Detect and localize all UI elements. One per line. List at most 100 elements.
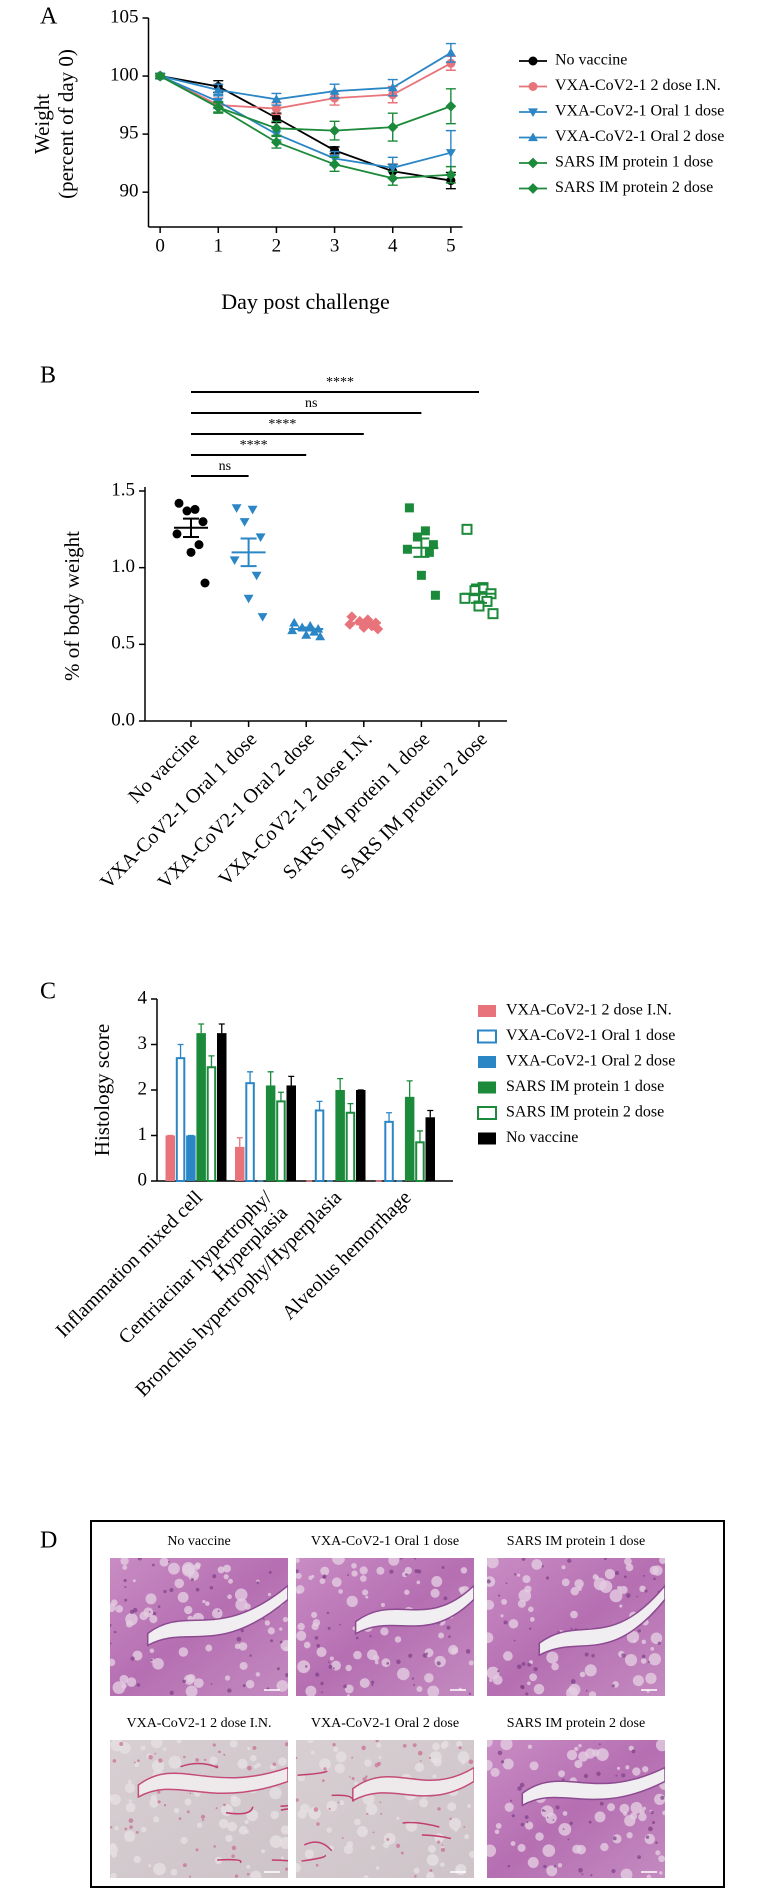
tissue-space: [629, 1812, 638, 1820]
tissue-space: [125, 1620, 133, 1628]
tissue-space: [562, 1811, 568, 1816]
tissue-space: [570, 1586, 579, 1596]
tissue-dot: [436, 1661, 441, 1666]
tissue-dot: [555, 1805, 560, 1810]
tissue-space: [641, 1639, 647, 1645]
airway: [538, 1584, 665, 1657]
point: [329, 125, 340, 137]
tissue-space: [535, 1832, 544, 1841]
legend-label: VXA-CoV2-1 2 dose I.N.: [555, 77, 721, 94]
tissue-space: [312, 1619, 321, 1627]
tissue-dot: [644, 1589, 648, 1593]
tissue-dot: [189, 1875, 192, 1878]
tissue-space: [279, 1627, 283, 1631]
tissue-dot: [468, 1759, 474, 1765]
point: [271, 122, 282, 134]
tissue-space: [490, 1767, 500, 1777]
tissue-dot: [341, 1837, 344, 1840]
histology-image: [487, 1558, 665, 1696]
tissue-dot: [169, 1588, 174, 1592]
tissue-space: [639, 1585, 646, 1593]
tissue-dot: [603, 1558, 607, 1560]
legend-label: VXA-CoV2-1 Oral 2 dose: [555, 128, 724, 145]
tissue-space: [404, 1589, 410, 1595]
tissue-dot: [362, 1777, 367, 1782]
tissue-dot: [621, 1773, 626, 1778]
tissue-dot: [621, 1653, 626, 1658]
bar: [356, 1090, 366, 1181]
y-tick-label: 0.5: [111, 633, 135, 654]
tissue-space: [326, 1800, 338, 1812]
tissue-dot: [372, 1831, 375, 1834]
tissue-dot: [386, 1662, 390, 1665]
tissue-dot: [408, 1653, 413, 1658]
tissue-space: [396, 1816, 400, 1820]
tissue-dot: [636, 1595, 639, 1598]
tissue-dot: [157, 1790, 161, 1794]
tissue-dot: [202, 1819, 205, 1822]
point: [198, 517, 208, 527]
tissue-space: [642, 1806, 646, 1811]
tissue-dot: [569, 1821, 573, 1825]
tissue-dot: [657, 1641, 661, 1645]
vessel: [271, 1859, 288, 1862]
tissue-dot: [242, 1684, 246, 1688]
tissue-dot: [137, 1558, 142, 1561]
tissue-space: [584, 1664, 597, 1677]
tissue-dot: [268, 1571, 272, 1574]
tissue-dot: [584, 1652, 589, 1657]
point: [301, 630, 312, 639]
tissue-space: [642, 1766, 649, 1773]
panel-label: B: [40, 363, 56, 389]
point: [459, 592, 471, 604]
tissue-dot: [110, 1623, 112, 1627]
tissue-dot: [521, 1558, 526, 1561]
tissue-space: [202, 1599, 206, 1604]
tissue-space: [426, 1871, 435, 1878]
y-tick-label: 105: [110, 6, 139, 27]
tissue-space: [331, 1660, 341, 1671]
point: [344, 619, 356, 630]
point: [416, 570, 426, 580]
tissue-dot: [322, 1576, 326, 1579]
tissue-space: [132, 1650, 143, 1661]
tissue-dot: [234, 1874, 239, 1878]
tissue-dot: [510, 1799, 513, 1802]
tissue-dot: [443, 1596, 448, 1601]
tissue-space: [383, 1832, 396, 1845]
histology-image: [296, 1740, 474, 1878]
tissue-dot: [215, 1807, 218, 1810]
airway: [521, 1766, 665, 1807]
tissue-space: [645, 1672, 657, 1685]
tissue-space: [599, 1580, 613, 1594]
tissue-space: [464, 1834, 470, 1840]
tissue-space: [307, 1740, 314, 1744]
tissue-space: [267, 1627, 275, 1635]
tissue-dot: [599, 1801, 604, 1806]
tissue-space: [561, 1578, 570, 1587]
tissue-space: [205, 1601, 210, 1606]
error-bar: [177, 1043, 184, 1059]
tissue-space: [380, 1627, 389, 1636]
tissue-dot: [212, 1743, 216, 1747]
tissue-dot: [437, 1807, 441, 1811]
point: [247, 505, 258, 515]
tissue-dot: [231, 1845, 237, 1851]
tissue-dot: [583, 1773, 589, 1779]
tissue-dot: [178, 1817, 182, 1820]
tissue-dot: [326, 1611, 330, 1615]
series-line: [159, 62, 452, 110]
tissue-dot: [296, 1798, 299, 1802]
tissue: [487, 1740, 665, 1878]
tissue-space: [237, 1758, 248, 1769]
tissue-space: [296, 1862, 301, 1873]
tissue-dot: [417, 1569, 422, 1574]
tissue-space: [522, 1575, 531, 1584]
legend-label: VXA-CoV2-1 Oral 2 dose: [506, 1053, 675, 1070]
tissue-space: [510, 1841, 516, 1847]
tissue-dot: [231, 1854, 235, 1858]
tissue-dot: [655, 1841, 658, 1844]
tissue-space: [376, 1742, 382, 1748]
vessel: [402, 1821, 440, 1828]
tissue-space: [504, 1802, 514, 1812]
